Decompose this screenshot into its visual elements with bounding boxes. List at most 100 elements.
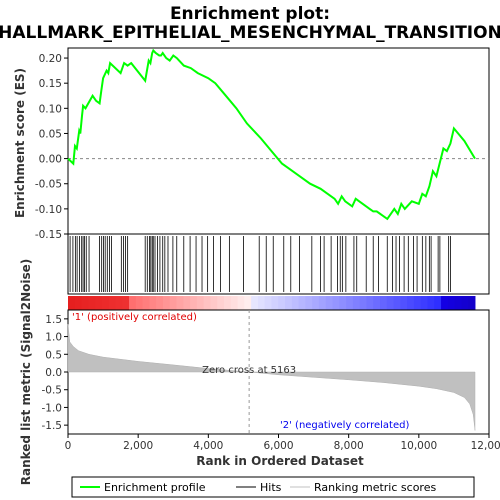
band-segment bbox=[176, 296, 184, 310]
chart-title-line1: Enrichment plot: bbox=[170, 4, 330, 24]
metric-xtick-label: 2,000 bbox=[123, 440, 153, 452]
band-segment bbox=[122, 296, 130, 310]
metric-xtick-label: 12,000 bbox=[471, 440, 500, 452]
band-segment bbox=[291, 296, 300, 310]
band-segment bbox=[359, 296, 367, 310]
legend-label-metric: Ranking metric scores bbox=[314, 481, 436, 494]
band-segment bbox=[278, 296, 286, 310]
band-segment bbox=[264, 296, 272, 310]
band-segment bbox=[224, 296, 232, 310]
metric-ytick-label: 1.5 bbox=[45, 314, 62, 326]
es-panel: 0.20 0.15 0.10 0.05 0.00 -0.05 -0.10 -0.15 bbox=[35, 48, 489, 241]
band-segment bbox=[420, 296, 428, 310]
band-segment bbox=[366, 296, 374, 310]
positive-label: '1' (positively correlated) bbox=[72, 312, 197, 323]
rank-color-band bbox=[68, 296, 476, 310]
band-segment bbox=[298, 296, 306, 310]
es-ytick-label: -0.10 bbox=[35, 204, 62, 216]
band-segment bbox=[88, 296, 96, 310]
band-segment bbox=[318, 296, 327, 310]
band-segment bbox=[325, 296, 334, 310]
band-segment bbox=[386, 296, 395, 310]
es-ytick-label: 0.05 bbox=[39, 128, 62, 140]
band-segment bbox=[237, 296, 245, 310]
band-segment bbox=[447, 296, 456, 310]
negative-label: '2' (negatively correlated) bbox=[280, 420, 409, 431]
band-segment bbox=[101, 296, 110, 310]
band-segment bbox=[251, 296, 259, 310]
es-ytick-label: -0.05 bbox=[35, 179, 62, 191]
band-segment bbox=[210, 296, 218, 310]
band-segment bbox=[244, 296, 252, 310]
band-segment bbox=[441, 296, 449, 310]
es-ytick-label: 0.10 bbox=[39, 103, 62, 115]
band-segment bbox=[312, 296, 320, 310]
band-segment bbox=[305, 296, 313, 310]
band-segment bbox=[339, 296, 347, 310]
es-ytick-label: 0.00 bbox=[39, 154, 62, 166]
band-segment bbox=[190, 296, 198, 310]
metric-xtick-label: 10,000 bbox=[400, 440, 437, 452]
band-segment bbox=[149, 296, 157, 310]
metric-xtick-label: 4,000 bbox=[193, 440, 223, 452]
metric-panel: Zero cross at 5163 1.5 1.0 0.5 0.0 -0.5 -1.0 -1… bbox=[42, 310, 500, 452]
band-segment bbox=[373, 296, 381, 310]
hits-panel bbox=[69, 236, 451, 292]
legend-box bbox=[71, 476, 475, 498]
enrichment-profile-line bbox=[67, 48, 476, 221]
band-segment bbox=[285, 296, 293, 310]
es-panel-frame bbox=[67, 47, 490, 235]
metric-xtick-label: 0 bbox=[65, 440, 72, 452]
metric-ytick-label: 0.0 bbox=[45, 367, 62, 379]
band-segment bbox=[468, 296, 476, 310]
band-segment bbox=[74, 296, 83, 310]
es-ytick-label: 0.15 bbox=[39, 78, 62, 90]
band-segment bbox=[68, 296, 76, 310]
band-segment bbox=[95, 296, 103, 310]
band-segment bbox=[135, 296, 144, 310]
chart-title-line2: HALLMARK_EPITHELIAL_MESENCHYMAL_TRANSITI… bbox=[0, 23, 500, 43]
metric-ytick-label: -0.5 bbox=[42, 385, 63, 397]
legend-label-hits: Hits bbox=[260, 481, 282, 494]
band-segment bbox=[230, 296, 239, 310]
metric-ytick-label: 1.0 bbox=[45, 332, 62, 344]
band-segment bbox=[413, 296, 422, 310]
band-segment bbox=[257, 296, 266, 310]
band-segment bbox=[271, 296, 279, 310]
legend-label-enrichment: Enrichment profile bbox=[104, 481, 206, 494]
band-segment bbox=[108, 296, 116, 310]
band-segment bbox=[142, 296, 150, 310]
band-segment bbox=[81, 296, 89, 310]
es-ytick-label: -0.15 bbox=[35, 229, 62, 241]
band-segment bbox=[407, 296, 415, 310]
band-segment bbox=[393, 296, 401, 310]
metric-xtick-label: 8,000 bbox=[334, 440, 364, 452]
band-segment bbox=[203, 296, 211, 310]
band-segment bbox=[400, 296, 408, 310]
metric-xlabel: Rank in Ordered Dataset bbox=[196, 454, 364, 468]
band-segment bbox=[346, 296, 354, 310]
metric-ylabel: Ranked list metric (Signal2Noise) bbox=[19, 259, 33, 486]
band-segment bbox=[162, 296, 171, 310]
band-segment bbox=[115, 296, 123, 310]
band-segment bbox=[427, 296, 435, 310]
band-segment bbox=[380, 296, 388, 310]
es-ylabel: Enrichment score (ES) bbox=[13, 68, 27, 218]
band-segment bbox=[129, 296, 137, 310]
band-segment bbox=[332, 296, 340, 310]
band-segment bbox=[183, 296, 191, 310]
metric-xtick-label: 6,000 bbox=[263, 440, 293, 452]
band-segment bbox=[156, 296, 164, 310]
band-segment bbox=[217, 296, 225, 310]
band-segment bbox=[169, 296, 178, 310]
band-segment bbox=[196, 296, 205, 310]
band-segment bbox=[461, 296, 469, 310]
es-ytick-label: 0.20 bbox=[39, 53, 62, 65]
band-segment bbox=[434, 296, 442, 310]
metric-ytick-label: -1.5 bbox=[42, 420, 63, 432]
hits-panel-frame bbox=[67, 233, 490, 295]
metric-ytick-label: 0.5 bbox=[45, 349, 62, 361]
metric-ytick-label: -1.0 bbox=[42, 402, 63, 414]
